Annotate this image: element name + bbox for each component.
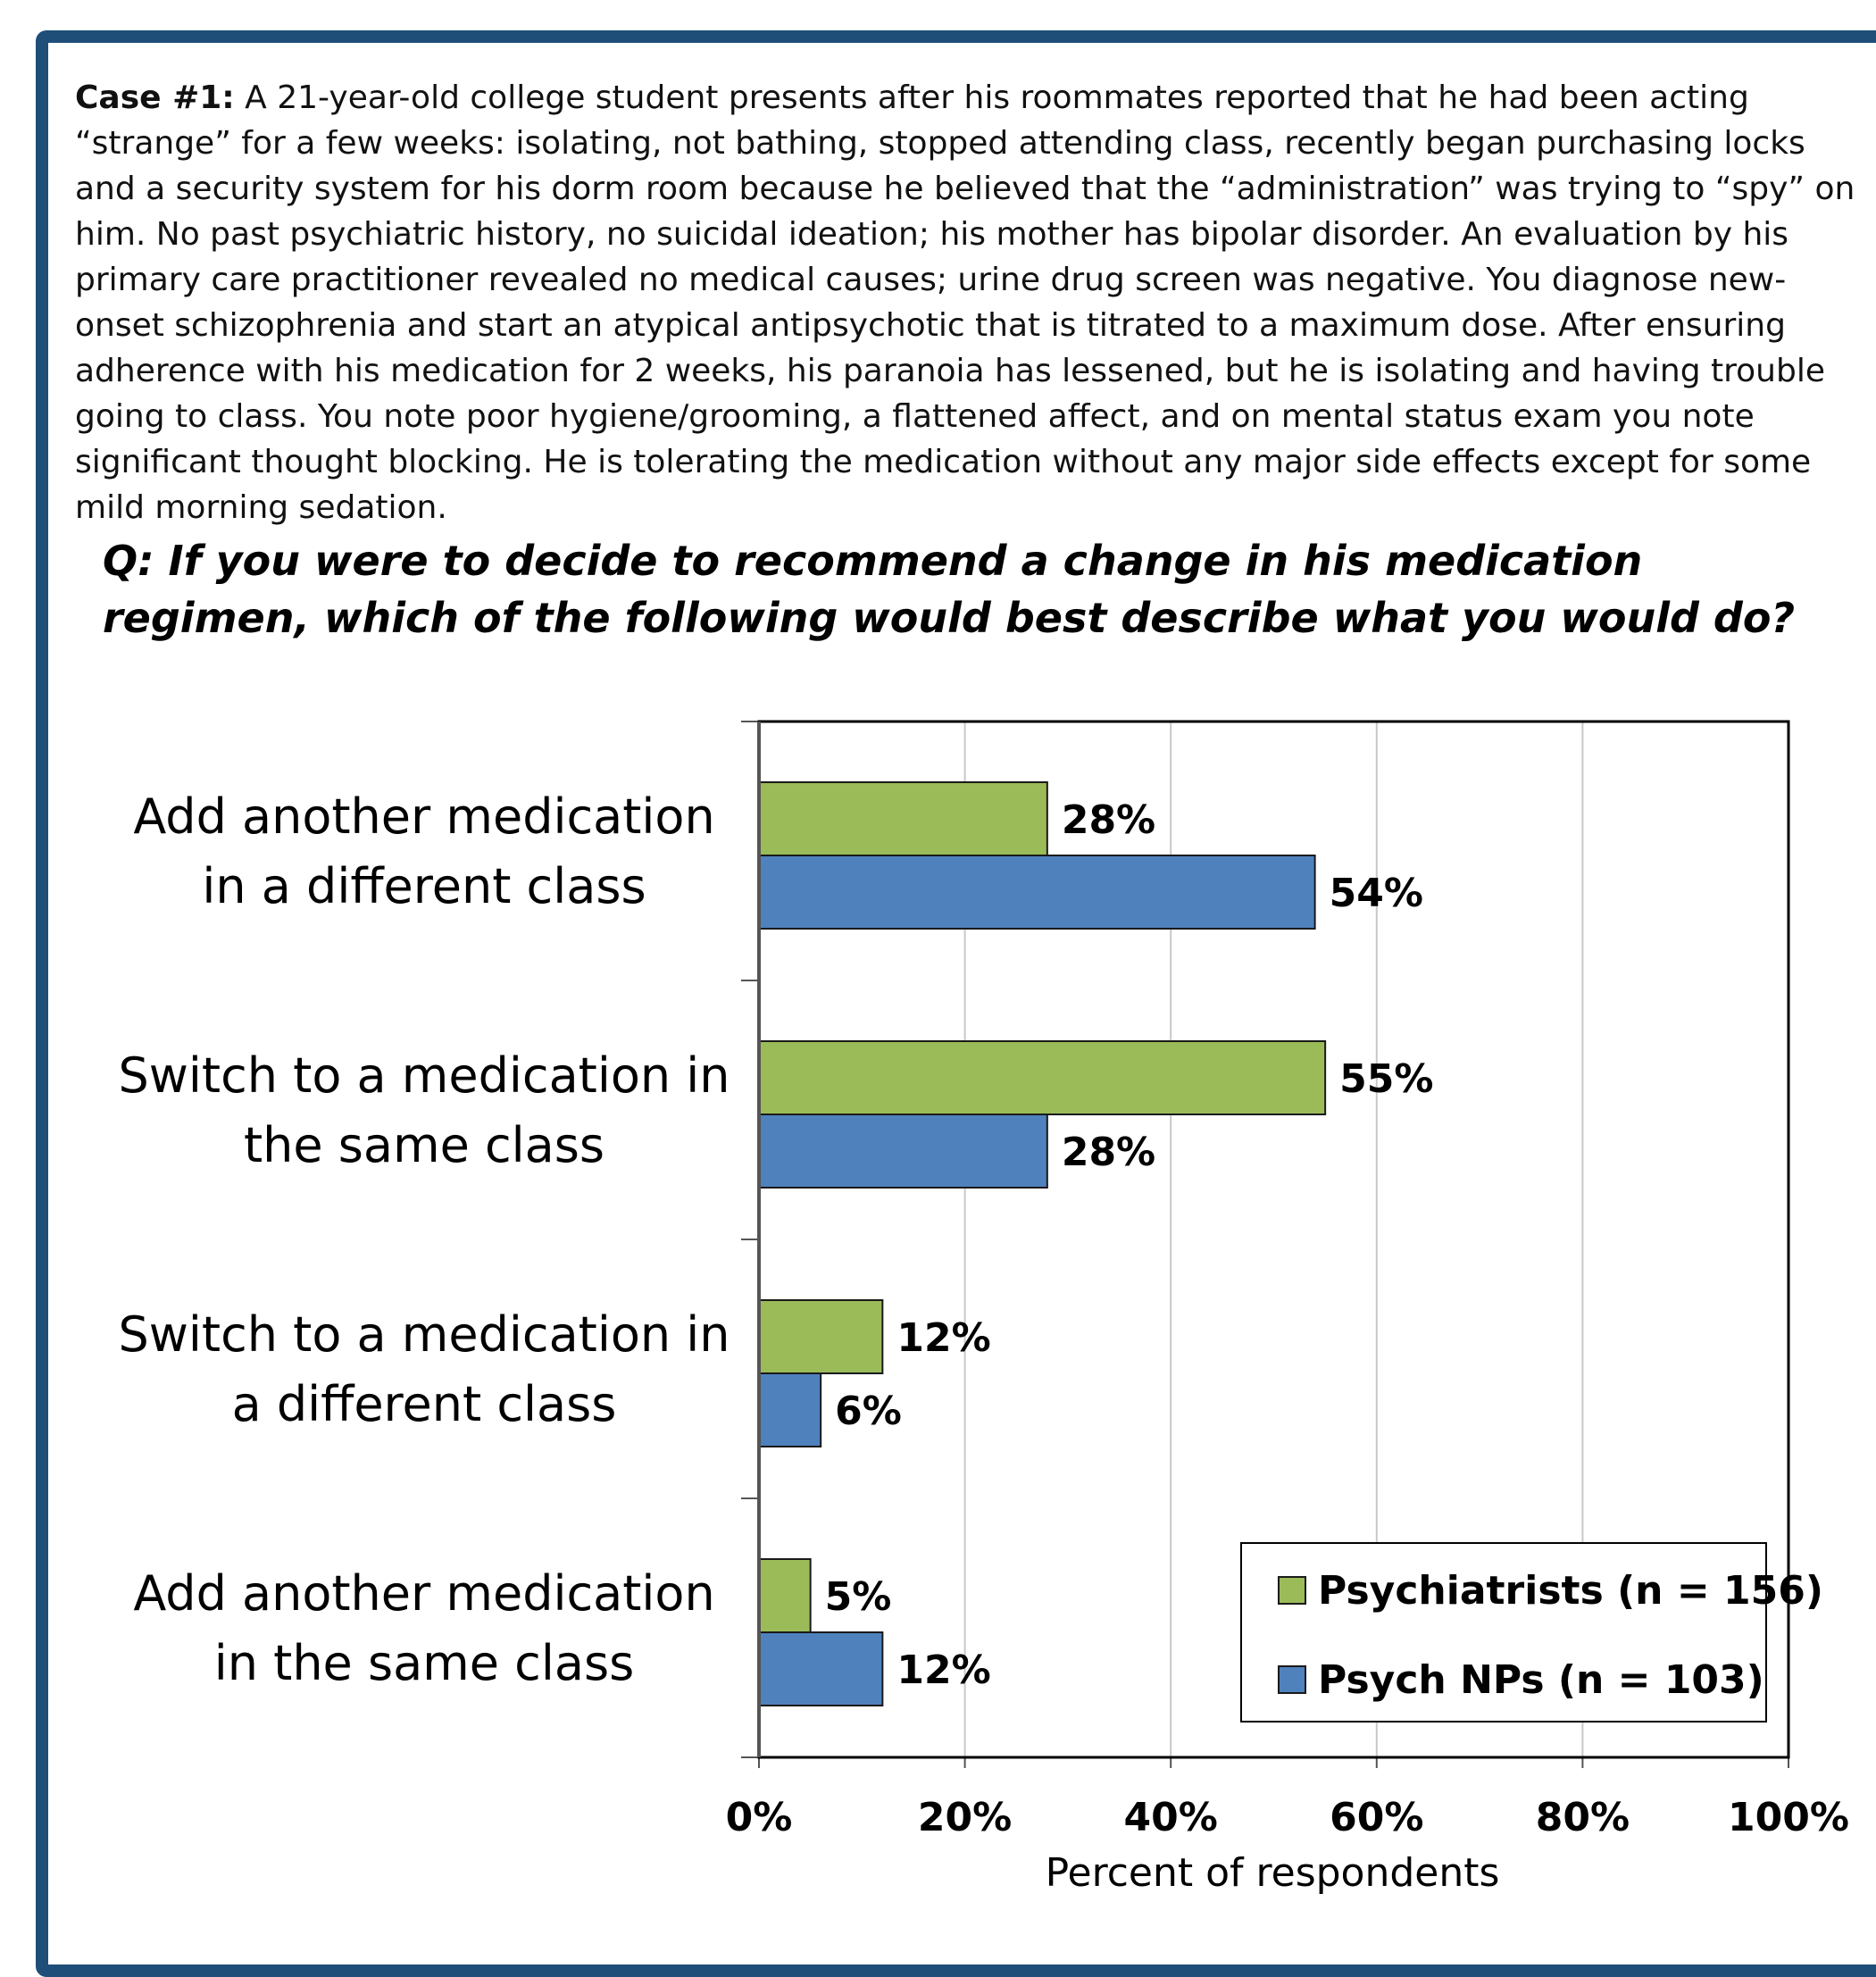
data-label-psychiatrists: 55% [1339,1056,1433,1102]
bar-psychiatrists [758,1299,884,1374]
bar-psych-nps [758,855,1316,930]
x-tick-label: 20% [918,1795,1012,1840]
legend-label-psychiatrists: Psychiatrists (n = 156) [1318,1568,1823,1614]
data-label-psychiatrists: 5% [825,1574,892,1620]
category-label: in a different class [202,858,646,914]
data-label-psych-nps: 12% [896,1648,990,1693]
x-tick-label: 0% [726,1795,793,1840]
question-text: Q: If you were to decide to recommend a … [103,537,1796,642]
category-label: in the same class [214,1635,634,1691]
bar-psychiatrists [758,1558,812,1633]
bar-psychiatrists [758,781,1048,856]
data-label-psych-nps: 28% [1062,1130,1155,1175]
category-label: the same class [244,1117,604,1173]
x-tick-label: 40% [1124,1795,1218,1840]
data-label-psych-nps: 54% [1330,871,1423,916]
legend-swatch-psychiatrists [1278,1576,1306,1605]
case-description: Case #1: A 21-year-old college student p… [75,75,1856,530]
x-tick-label: 60% [1330,1795,1423,1840]
legend-swatch-psych-nps [1278,1665,1306,1694]
bar-psych-nps [758,1372,822,1447]
bar-psychiatrists [758,1040,1327,1115]
data-label-psychiatrists: 12% [896,1315,990,1361]
bar-psych-nps [758,1631,884,1706]
data-label-psych-nps: 6% [835,1389,902,1434]
legend-box [1240,1542,1767,1723]
x-axis-title: Percent of respondents [1046,1850,1500,1896]
category-label: a different class [232,1376,617,1432]
category-label: Add another medication [133,1565,714,1622]
data-label-psychiatrists: 28% [1062,797,1155,843]
category-label: Add another medication [133,788,714,845]
x-tick-label: 80% [1536,1795,1630,1840]
x-tick-label: 100% [1728,1795,1849,1840]
bar-chart: 0% 20% 40% 60% 80% 100% 28% 54% Add another medi… [118,720,1849,1896]
case-label: Case #1: [75,79,235,116]
case-body: A 21-year-old college student presents a… [75,79,1855,526]
legend-label-psych-nps: Psych NPs (n = 103) [1318,1657,1764,1703]
category-label: Switch to a medication in [118,1047,730,1104]
category-label: Switch to a medication in [118,1306,730,1363]
bar-psych-nps [758,1114,1048,1189]
